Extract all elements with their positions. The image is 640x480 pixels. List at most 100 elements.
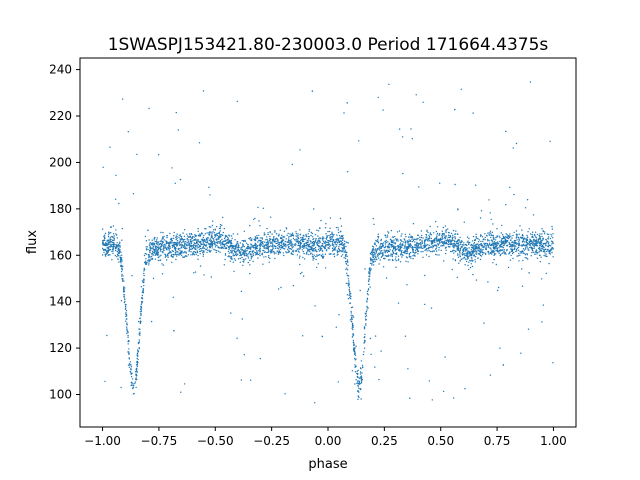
data-point	[349, 293, 351, 295]
data-point	[232, 250, 234, 252]
data-point	[493, 251, 495, 253]
data-point	[171, 256, 173, 258]
data-point	[349, 290, 351, 293]
data-point	[493, 246, 495, 248]
data-point	[161, 263, 163, 265]
data-point	[404, 240, 407, 242]
data-point	[507, 234, 509, 237]
data-point	[441, 245, 444, 247]
data-point	[540, 256, 542, 258]
data-point	[358, 381, 361, 383]
data-point	[130, 381, 132, 384]
data-point	[377, 237, 379, 239]
data-point	[346, 259, 349, 261]
data-point	[263, 250, 265, 252]
data-point	[183, 383, 186, 385]
data-point	[395, 253, 398, 255]
data-point	[259, 248, 261, 250]
data-point	[513, 231, 515, 234]
data-point	[107, 250, 110, 252]
data-point	[454, 240, 456, 243]
data-point	[157, 251, 159, 253]
data-point	[231, 258, 233, 261]
data-point	[196, 247, 198, 249]
data-point	[346, 274, 348, 276]
data-point	[539, 254, 541, 256]
data-point	[471, 244, 473, 246]
data-point	[181, 238, 184, 240]
data-point	[321, 238, 324, 240]
data-point	[243, 252, 246, 254]
data-point	[444, 240, 446, 242]
data-point	[391, 244, 394, 246]
data-point	[115, 244, 118, 247]
data-point	[291, 245, 293, 247]
data-point	[288, 242, 291, 244]
data-point	[390, 239, 393, 242]
data-point	[489, 212, 491, 214]
data-point	[405, 260, 407, 263]
data-point	[499, 249, 501, 251]
data-point	[297, 236, 299, 239]
data-point	[265, 241, 268, 244]
data-point	[534, 243, 536, 245]
data-point	[251, 246, 253, 248]
data-point	[374, 366, 376, 368]
data-point	[317, 248, 320, 251]
data-point	[168, 252, 170, 254]
data-point	[489, 234, 491, 236]
data-point	[456, 244, 458, 246]
data-point	[248, 251, 250, 254]
data-point	[156, 237, 158, 239]
data-point	[154, 245, 156, 247]
data-point	[346, 260, 349, 263]
data-point	[491, 250, 494, 252]
data-point	[112, 252, 114, 255]
data-point	[289, 248, 292, 250]
data-point	[206, 242, 208, 244]
data-point	[368, 271, 370, 273]
data-point	[382, 246, 384, 248]
data-point	[547, 250, 549, 252]
data-point	[387, 250, 390, 252]
data-point	[527, 258, 529, 260]
data-point	[396, 252, 398, 254]
data-point	[266, 251, 268, 254]
data-point	[521, 268, 523, 270]
data-point	[143, 279, 145, 281]
data-point	[548, 242, 550, 244]
data-point	[384, 245, 387, 247]
data-point	[360, 360, 363, 362]
data-point	[287, 248, 289, 251]
data-point	[515, 230, 518, 232]
data-point	[206, 232, 208, 234]
data-point	[129, 361, 132, 363]
data-point	[529, 244, 531, 246]
data-point	[336, 252, 339, 254]
x-tick-label: −0.50	[197, 434, 234, 448]
data-point	[377, 255, 379, 257]
data-point	[211, 231, 213, 233]
data-point	[193, 242, 195, 244]
data-point	[466, 236, 469, 238]
data-point	[146, 246, 148, 248]
data-point	[136, 364, 138, 366]
data-point	[522, 252, 524, 254]
data-point	[159, 255, 161, 257]
data-point	[178, 236, 180, 238]
data-point	[209, 194, 211, 196]
data-point	[305, 241, 307, 244]
data-point	[517, 243, 519, 245]
data-point	[240, 251, 242, 253]
data-point	[173, 245, 175, 248]
data-point	[205, 248, 207, 251]
data-point	[229, 255, 231, 258]
data-point	[274, 241, 276, 243]
data-point	[112, 245, 114, 247]
data-point	[223, 240, 226, 242]
data-point	[152, 254, 155, 256]
data-point	[493, 247, 495, 250]
data-point	[336, 234, 338, 236]
data-point	[365, 310, 368, 313]
data-point	[184, 244, 186, 246]
